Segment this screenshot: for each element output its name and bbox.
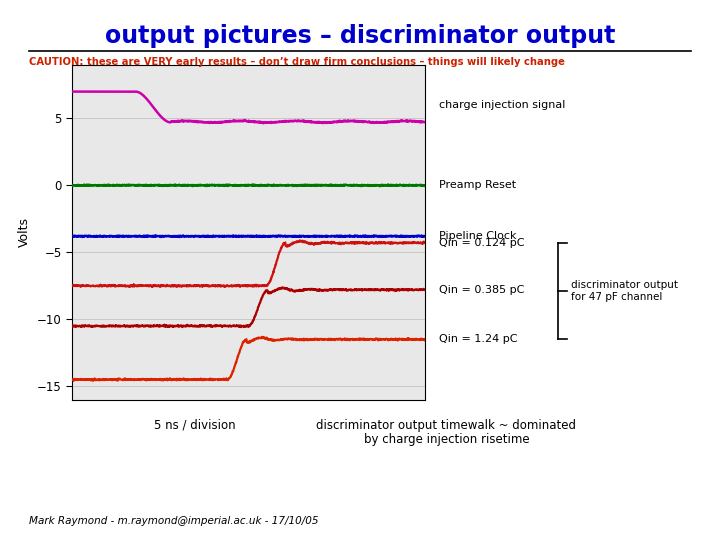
Text: discriminator output
for 47 pF channel: discriminator output for 47 pF channel	[571, 280, 678, 302]
Text: discriminator output timewalk ~ dominated
by charge injection risetime: discriminator output timewalk ~ dominate…	[316, 418, 577, 447]
Text: Qin = 1.24 pC: Qin = 1.24 pC	[439, 334, 518, 345]
Text: Pipeline Clock: Pipeline Clock	[439, 231, 517, 241]
Y-axis label: Volts: Volts	[18, 217, 31, 247]
Text: 5 ns / division: 5 ns / division	[153, 418, 235, 431]
Text: Preamp Reset: Preamp Reset	[439, 180, 516, 190]
Text: CAUTION: these are VERY early results – don’t draw firm conclusions – things wil: CAUTION: these are VERY early results – …	[29, 57, 564, 67]
Text: charge injection signal: charge injection signal	[439, 100, 566, 110]
Text: Qin = 0.385 pC: Qin = 0.385 pC	[439, 285, 525, 295]
Text: output pictures – discriminator output: output pictures – discriminator output	[105, 24, 615, 48]
Text: Mark Raymond - m.raymond@imperial.ac.uk - 17/10/05: Mark Raymond - m.raymond@imperial.ac.uk …	[29, 516, 318, 526]
Text: Qin = 0.124 pC: Qin = 0.124 pC	[439, 238, 525, 248]
